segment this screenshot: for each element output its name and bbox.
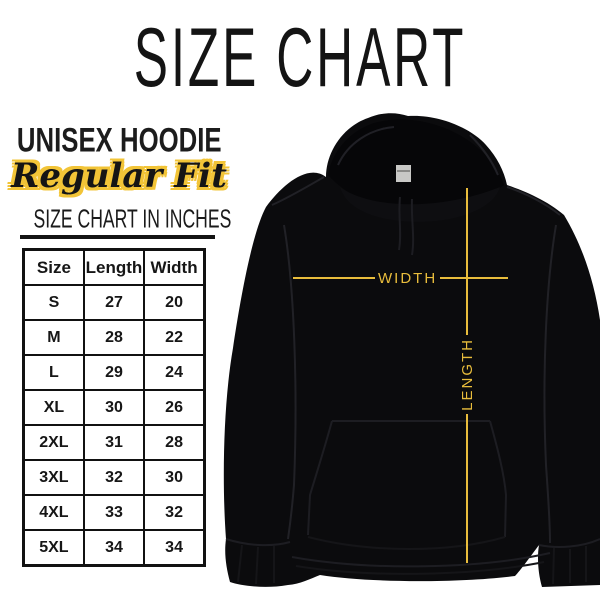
length-cell: 30 [82,389,146,426]
size-cell: 2XL [22,424,85,461]
hood-opening [328,119,504,212]
fit-label: Regular Fit [11,156,227,196]
right-sleeve-seam [543,224,557,544]
hoodie-illustration [223,113,600,587]
width-label: WIDTH [378,269,438,287]
size-cell: 4XL [22,494,85,531]
width-cell: 20 [143,284,206,321]
width-cell: 28 [143,424,206,461]
length-cell: 34 [82,529,146,567]
table-header-width: Width [143,248,206,286]
width-line-left-segment [293,277,375,279]
width-cell: 30 [143,459,206,496]
width-cell: 32 [143,494,206,531]
width-cell: 24 [143,354,206,391]
hem-ribbing [291,552,551,575]
length-cell: 28 [82,319,146,356]
table-header-size: Size [22,248,85,286]
size-cell: XL [22,389,85,426]
table-row: 5XL 34 34 [22,529,206,567]
length-measure-line: LENGTH [458,188,476,563]
hoodie-photo [220,105,600,595]
table-row: M 28 22 [22,319,206,356]
size-cell: M [22,319,85,356]
drawstring-right [410,198,415,256]
drawstring-left [398,196,402,251]
width-cell: 26 [143,389,206,426]
width-cell: 22 [143,319,206,356]
width-measure-line: WIDTH [293,269,508,287]
left-cuff [225,538,291,585]
length-cell: 27 [82,284,146,321]
length-cell: 32 [82,459,146,496]
right-cuff [538,538,600,585]
product-name-text: UNISEX HOODIE [16,121,222,159]
table-heading-text: SIZE CHART IN INCHES [33,205,232,234]
table-row: 2XL 31 28 [22,424,206,461]
page-title-text: SIZE CHART [133,11,467,105]
neck-tag [396,165,411,182]
size-cell: L [22,354,85,391]
hood-fold [337,126,395,166]
table-header-length: Length [82,248,146,286]
table-header-row: Size Length Width [22,248,206,286]
length-cell: 33 [82,494,146,531]
width-line-right-segment [440,277,508,279]
left-sleeve-seam [283,224,297,540]
length-label: LENGTH [458,338,476,411]
left-shoulder-seam [271,176,325,206]
length-cell: 31 [82,424,146,461]
size-cell: S [22,284,85,321]
length-cell: 29 [82,354,146,391]
length-line-top-segment [466,188,468,335]
size-cell: 3XL [22,459,85,496]
right-shoulder-seam [506,186,561,216]
kangaroo-pocket [307,420,508,550]
length-line-bottom-segment [466,413,468,563]
width-cell: 34 [143,529,206,567]
hood-collar [340,187,500,222]
table-row: 4XL 33 32 [22,494,206,531]
hood-fold [469,134,499,176]
table-row: L 29 24 [22,354,206,391]
table-row: 3XL 32 30 [22,459,206,496]
size-table: Size Length Width S 27 20 M 28 22 L 29 2… [22,248,206,567]
size-cell: 5XL [22,529,85,567]
table-heading: SIZE CHART IN INCHES [20,206,231,239]
table-row: S 27 20 [22,284,206,321]
table-row: XL 30 26 [22,389,206,426]
product-name: UNISEX HOODIE [0,121,238,159]
page-title: SIZE CHART [0,10,600,106]
